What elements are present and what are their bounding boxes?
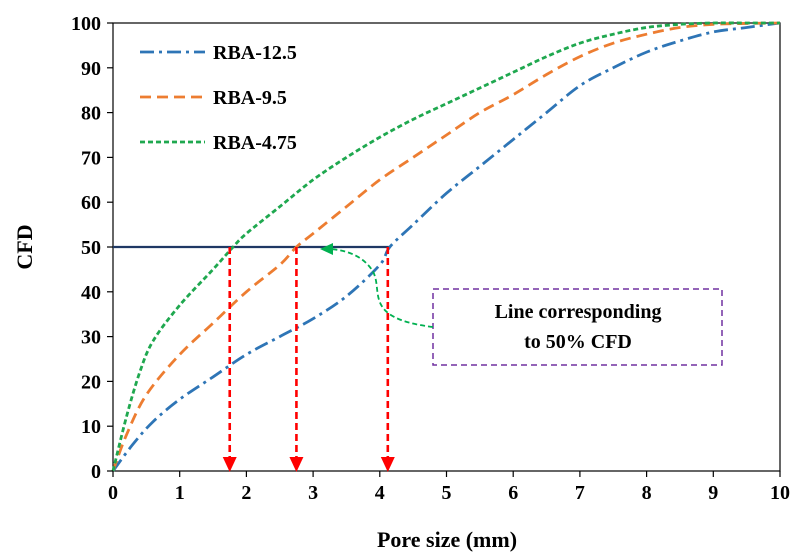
annotation-text-line-1: Line corresponding bbox=[495, 301, 662, 323]
annotation-arrow bbox=[329, 248, 434, 328]
drop-arrows-group bbox=[222, 247, 395, 472]
y-axis-title: CFD bbox=[12, 224, 37, 269]
annotation-group: Line corresponding to 50% CFD bbox=[320, 243, 723, 366]
annotation-text-line-2: to 50% CFD bbox=[524, 331, 632, 353]
y-tick-label: 0 bbox=[91, 461, 101, 483]
series-line-1 bbox=[111, 21, 781, 472]
legend: RBA-12.5 RBA-9.5 RBA-4.75 bbox=[140, 42, 297, 154]
legend-label-1: RBA-9.5 bbox=[213, 87, 287, 109]
x-tick-label: 8 bbox=[642, 482, 652, 504]
y-tick-label: 100 bbox=[71, 13, 101, 35]
legend-label-2: RBA-4.75 bbox=[213, 132, 297, 154]
x-tick-label: 9 bbox=[708, 482, 718, 504]
x-axis-title: Pore size (mm) bbox=[377, 527, 517, 552]
y-tick-label: 70 bbox=[81, 147, 101, 169]
x-tick-label: 2 bbox=[241, 482, 251, 504]
x-tick-label: 6 bbox=[508, 482, 518, 504]
x-tick-label: 10 bbox=[770, 482, 790, 504]
series-line-0 bbox=[111, 21, 781, 472]
y-tick-label: 10 bbox=[81, 416, 101, 438]
drop-arrow-head-0 bbox=[222, 457, 237, 472]
x-tick-label: 3 bbox=[308, 482, 318, 504]
y-tick-label: 50 bbox=[81, 237, 101, 259]
y-tick-label: 60 bbox=[81, 192, 101, 214]
annotation-arrow-head bbox=[320, 243, 333, 255]
y-tick-label: 80 bbox=[81, 103, 101, 125]
y-tick-label: 20 bbox=[81, 371, 101, 393]
legend-label-0: RBA-12.5 bbox=[213, 42, 297, 64]
x-tick-label: 4 bbox=[375, 482, 385, 504]
drop-arrow-head-1 bbox=[289, 457, 304, 472]
y-tick-label: 30 bbox=[81, 327, 101, 349]
x-tick-label: 5 bbox=[442, 482, 452, 504]
series-group bbox=[111, 21, 781, 472]
drop-arrow-head-2 bbox=[380, 457, 395, 472]
series-line-2 bbox=[111, 21, 780, 472]
y-tick-label: 40 bbox=[81, 282, 101, 304]
x-tick-label: 1 bbox=[175, 482, 185, 504]
x-tick-label: 0 bbox=[108, 482, 118, 504]
y-tick-label: 90 bbox=[81, 58, 101, 80]
x-tick-label: 7 bbox=[575, 482, 585, 504]
